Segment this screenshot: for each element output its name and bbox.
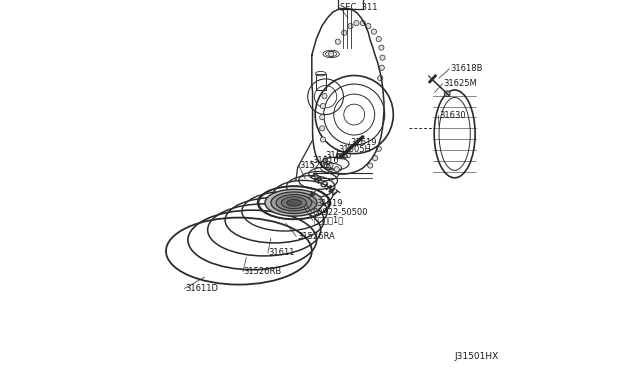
Circle shape	[322, 93, 327, 99]
Text: 31616: 31616	[312, 156, 339, 165]
Circle shape	[334, 167, 339, 172]
Circle shape	[379, 45, 384, 50]
Circle shape	[371, 29, 376, 34]
Text: 31526R: 31526R	[300, 161, 332, 170]
Text: 31625M: 31625M	[444, 79, 477, 88]
Circle shape	[342, 30, 347, 35]
Circle shape	[328, 51, 334, 57]
Circle shape	[379, 65, 385, 70]
Circle shape	[319, 115, 325, 120]
Text: 00922-50500: 00922-50500	[312, 208, 368, 217]
Text: 31619: 31619	[351, 138, 377, 147]
Ellipse shape	[271, 192, 317, 214]
Circle shape	[372, 155, 378, 161]
Circle shape	[321, 137, 326, 142]
Circle shape	[348, 23, 353, 29]
Text: FRONT: FRONT	[307, 171, 340, 199]
Circle shape	[354, 20, 359, 26]
Ellipse shape	[337, 154, 348, 159]
Circle shape	[380, 55, 385, 60]
Text: 31526RA: 31526RA	[297, 232, 335, 241]
Text: リング（1）: リング（1）	[314, 216, 344, 225]
Circle shape	[444, 91, 450, 97]
Text: 31619: 31619	[316, 199, 343, 208]
Circle shape	[319, 126, 325, 131]
Circle shape	[328, 163, 333, 168]
Ellipse shape	[265, 189, 323, 216]
Text: 31618B: 31618B	[450, 64, 483, 73]
Ellipse shape	[287, 199, 301, 206]
Text: 31605H: 31605H	[338, 145, 371, 154]
Text: 31615: 31615	[326, 151, 352, 160]
Circle shape	[378, 76, 383, 81]
Text: 31611D: 31611D	[186, 284, 218, 293]
Circle shape	[365, 23, 371, 29]
Circle shape	[335, 39, 340, 44]
Ellipse shape	[282, 197, 307, 209]
Circle shape	[376, 36, 381, 42]
Ellipse shape	[276, 195, 312, 211]
Text: 31611: 31611	[269, 248, 295, 257]
Text: J31501HX: J31501HX	[454, 352, 499, 361]
Circle shape	[321, 103, 326, 109]
Text: SEC. 311: SEC. 311	[340, 3, 378, 12]
Circle shape	[323, 158, 328, 163]
Circle shape	[367, 163, 373, 168]
Circle shape	[360, 20, 365, 26]
Text: 31630: 31630	[439, 111, 466, 120]
Text: 31526RB: 31526RB	[244, 267, 282, 276]
Circle shape	[376, 146, 381, 151]
